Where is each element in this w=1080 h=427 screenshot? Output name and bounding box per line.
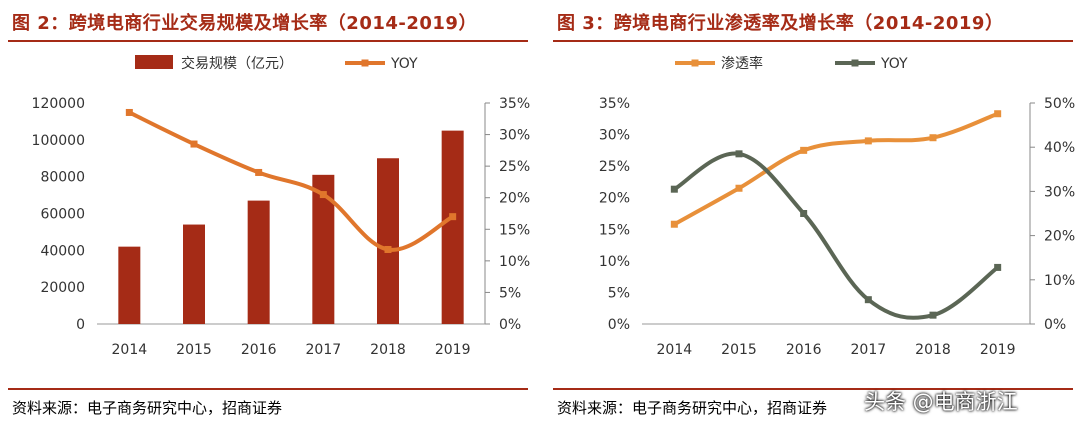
series-line [127, 110, 455, 252]
y2-tick-label: 5% [499, 285, 521, 301]
y-tick-label: 100000 [32, 133, 85, 149]
y2-tick-label: 30% [499, 128, 530, 144]
y2-tick-label: 20% [499, 191, 530, 207]
bar [118, 246, 141, 324]
y2-tick-label: 10% [499, 254, 530, 270]
series-point [800, 210, 808, 217]
series-point [255, 168, 263, 176]
source-note: 资料来源：电子商务研究中心，招商证券 [557, 399, 828, 417]
legend-swatch [135, 55, 173, 69]
legend-label: 交易规模（亿元） [181, 55, 293, 72]
y2-tick-label: 40% [1044, 140, 1075, 156]
bar [312, 174, 335, 324]
y-tick-label: 80000 [40, 170, 85, 186]
series-point [449, 213, 457, 221]
y-tick-label: 15% [599, 222, 630, 238]
y2-tick-label: 30% [1044, 184, 1075, 200]
series-point [864, 296, 872, 304]
chart-title: 图 3：跨境电商行业渗透率及增长率（2014-2019） [557, 13, 1004, 34]
y2-tick-label: 0% [1044, 317, 1066, 333]
series-point [800, 146, 808, 154]
series-point [735, 150, 743, 158]
source-rule [8, 388, 528, 390]
series-point [319, 191, 327, 199]
chart-title: 图 2：跨境电商行业交易规模及增长率（2014-2019） [12, 13, 477, 34]
x-tick-label: 2015 [176, 342, 212, 358]
y2-tick-label: 50% [1044, 96, 1075, 112]
x-tick-label: 2014 [112, 342, 148, 358]
x-tick-label: 2016 [786, 342, 822, 358]
legend-label: 渗透率 [721, 55, 763, 72]
y2-tick-label: 35% [499, 96, 530, 112]
title-rule [8, 40, 528, 42]
series-point [670, 220, 678, 228]
source-note: 资料来源：电子商务研究中心，招商证券 [12, 399, 283, 417]
series-line [672, 111, 1000, 227]
y2-tick-label: 20% [1044, 229, 1075, 245]
legend-marker [851, 59, 859, 67]
series-point [994, 110, 1002, 118]
bar [247, 200, 270, 324]
series-point [190, 140, 198, 148]
x-tick-label: 2018 [370, 342, 406, 358]
x-tick-label: 2018 [915, 342, 951, 358]
y-tick-label: 60000 [40, 207, 85, 223]
x-tick-label: 2014 [657, 342, 693, 358]
y-tick-label: 10% [599, 254, 630, 270]
chart-panel-left: 图 2：跨境电商行业交易规模及增长率（2014-2019） 0 20000 4000… [0, 0, 535, 427]
series-point [735, 184, 743, 192]
bar [183, 224, 205, 324]
series-point [864, 137, 872, 145]
y-tick-label: 120000 [32, 96, 85, 112]
y-tick-label: 0 [76, 317, 85, 333]
series-point [994, 263, 1002, 271]
bar [377, 158, 399, 324]
y2-tick-label: 25% [499, 159, 530, 175]
y2-tick-label: 10% [1044, 273, 1075, 289]
series-line [672, 151, 1000, 320]
series-point [384, 245, 392, 253]
x-tick-label: 2019 [980, 342, 1016, 358]
x-tick-label: 2016 [241, 342, 277, 358]
title-rule [553, 40, 1073, 42]
x-tick-label: 2015 [721, 342, 757, 358]
legend-marker [361, 59, 369, 67]
series-point [125, 108, 133, 116]
series-point [929, 311, 937, 319]
series-point [670, 185, 678, 193]
source-rule [553, 388, 1073, 390]
x-tick-label: 2017 [306, 342, 342, 358]
x-tick-label: 2017 [851, 342, 887, 358]
y2-tick-label: 0% [499, 317, 521, 333]
y-tick-label: 30% [599, 128, 630, 144]
y-tick-label: 35% [599, 96, 630, 112]
y-tick-label: 0% [608, 317, 630, 333]
y-tick-label: 5% [608, 285, 630, 301]
legend-label: YOY [390, 56, 418, 72]
y-tick-label: 20% [599, 191, 630, 207]
legend-label: YOY [880, 56, 908, 72]
x-tick-label: 2019 [435, 342, 471, 358]
dual-line-chart: 0% 5% 10% 15% 20% 25% 30% 35% 0% 10% 20% 30% 40% 50% 2… [599, 55, 1075, 358]
bar [441, 130, 464, 324]
bar-line-chart: 0 20000 40000 60000 80000 100000 120000 0% 5% 10%… [32, 55, 530, 358]
chart-panel-right: 图 3：跨境电商行业渗透率及增长率（2014-2019） 0% 5% 10% 15% 2… [545, 0, 1080, 427]
watermark-text: 头条 @电商浙江 [864, 390, 1018, 414]
series-point [929, 134, 937, 142]
y2-tick-label: 15% [499, 222, 530, 238]
y-tick-label: 40000 [40, 243, 85, 259]
y-tick-label: 20000 [40, 280, 85, 296]
legend-marker [691, 59, 699, 67]
y-tick-label: 25% [599, 159, 630, 175]
